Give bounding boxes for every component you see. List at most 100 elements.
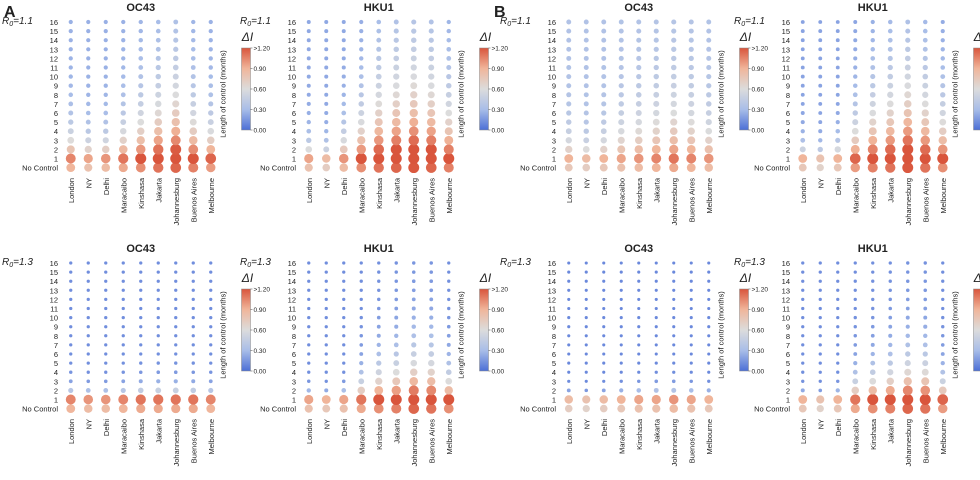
bubble	[835, 83, 840, 88]
bubble	[174, 270, 178, 274]
bubble	[836, 325, 840, 329]
bubble	[341, 110, 347, 116]
bubble	[86, 270, 90, 274]
bubble	[306, 128, 312, 134]
bubble	[103, 29, 108, 34]
bubble	[428, 55, 435, 62]
bubble	[635, 118, 642, 126]
bubble	[322, 154, 331, 163]
bubble	[672, 352, 676, 356]
bubble	[888, 288, 892, 292]
bubble	[672, 297, 676, 301]
y-tick-label: 9	[292, 82, 296, 91]
y-tick-label: 11	[782, 305, 790, 314]
bubble	[619, 261, 623, 265]
bubble	[637, 352, 641, 356]
bubble	[923, 297, 928, 302]
bubble	[446, 37, 452, 43]
bubble	[564, 163, 573, 172]
bubble	[173, 370, 178, 375]
y-tick-label: No Control	[22, 164, 58, 173]
bubble	[306, 65, 311, 70]
bubble	[672, 334, 676, 338]
bubble	[602, 316, 606, 320]
bubble	[86, 370, 90, 374]
bubble	[170, 394, 181, 405]
bubble	[359, 306, 363, 311]
bubble	[888, 279, 892, 283]
bubble	[688, 19, 694, 25]
bubble	[156, 352, 160, 356]
bubble	[306, 101, 311, 106]
y-tick-label: 11	[782, 64, 790, 73]
bubble	[356, 394, 367, 405]
bubble	[324, 20, 329, 24]
bubble	[887, 82, 894, 89]
bubble	[68, 119, 74, 125]
bubble	[851, 386, 860, 395]
bubble	[190, 387, 197, 394]
bubble	[686, 163, 696, 173]
bubble	[173, 37, 179, 43]
bubble	[411, 315, 416, 320]
bubble	[635, 127, 643, 135]
bubble	[121, 370, 125, 374]
bubble	[307, 297, 311, 302]
bubble	[205, 394, 216, 405]
colorbar-tick-label: >1.20	[254, 287, 271, 294]
bubble	[801, 261, 805, 265]
bubble	[835, 92, 840, 97]
bubble	[654, 325, 658, 329]
bubble	[922, 91, 929, 98]
bubble	[306, 92, 311, 97]
bubble	[324, 120, 329, 125]
colorbar-tick-label: 0.30	[492, 107, 505, 114]
bubble	[188, 404, 198, 414]
bubble	[446, 351, 451, 357]
bubble	[86, 379, 91, 384]
subplot-title: HKU1	[364, 243, 394, 255]
bubble	[67, 128, 74, 135]
bubble	[174, 361, 178, 365]
x-tick-label: Delhi	[834, 419, 843, 436]
y-tick-label: 4	[54, 368, 58, 377]
bubble	[341, 20, 346, 24]
bubble	[411, 270, 416, 274]
bubble	[669, 127, 678, 136]
bubble	[174, 306, 178, 311]
bubble	[887, 64, 893, 71]
bubble	[618, 83, 624, 89]
bubble	[669, 136, 678, 145]
bubble	[393, 351, 399, 357]
bubble	[670, 91, 677, 98]
x-tick-label: Kinshasa	[869, 177, 878, 209]
colorbar-tick-label: 0.00	[752, 369, 765, 376]
bubble	[135, 162, 146, 173]
bubble	[567, 297, 571, 301]
bubble	[208, 387, 214, 393]
bubble	[191, 37, 196, 43]
bubble	[170, 135, 181, 146]
bubble	[940, 74, 946, 79]
bubble	[618, 119, 625, 126]
bubble	[410, 73, 418, 80]
bubble	[886, 118, 895, 127]
bubble	[358, 65, 364, 70]
bubble	[376, 64, 382, 71]
bubble	[672, 325, 676, 329]
bubble	[707, 270, 711, 274]
y-tick-label: 2	[54, 386, 58, 395]
bubble	[375, 369, 382, 376]
bubble	[619, 316, 623, 320]
bubble	[428, 19, 434, 25]
bubble	[870, 342, 875, 347]
colorbar-tick-label: 0.30	[254, 348, 267, 355]
bubble	[174, 343, 178, 347]
bubble	[390, 143, 402, 155]
bubble	[940, 38, 945, 43]
bubble	[323, 137, 329, 143]
bubble	[887, 360, 893, 366]
bubble	[342, 261, 346, 265]
colorbar	[739, 47, 749, 131]
bubble	[153, 394, 164, 405]
